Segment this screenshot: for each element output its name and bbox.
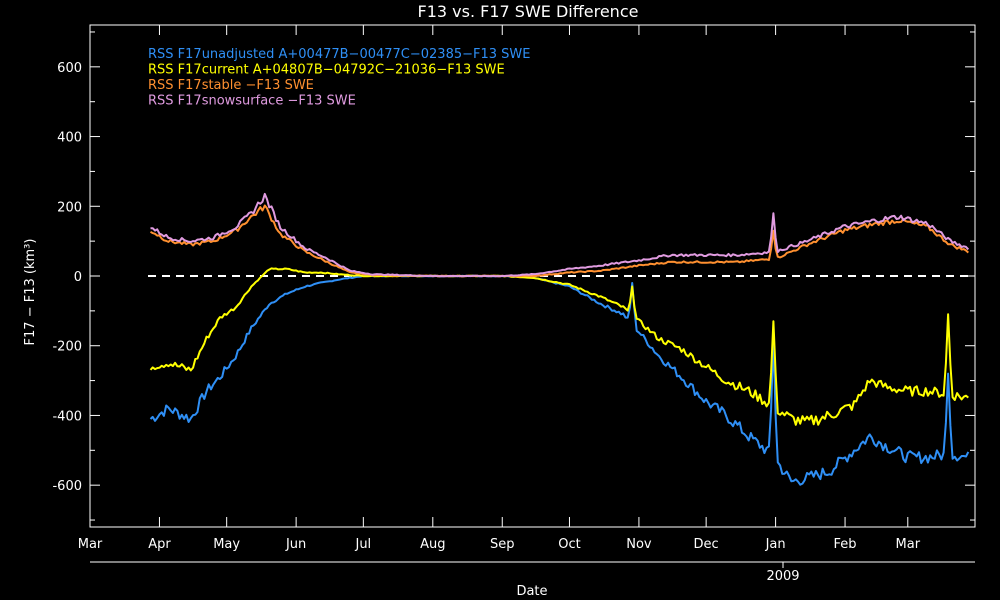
x-axis-label: Date [516,584,547,599]
x-tick-label: Aug [420,537,445,552]
y-tick-label: -400 [52,409,82,424]
x-tick-label: Nov [626,537,652,552]
y-axis-label: F17 − F13 (km³) [23,239,38,346]
series-line [149,204,969,278]
y-tick-label: -600 [52,479,82,494]
x-tick-label: Mar [896,537,921,552]
x-tick-label: May [213,537,240,552]
legend-entry: RSS F17stable −F13 SWE [148,78,314,93]
y-tick-label: 0 [74,270,82,285]
y-tick-label: 400 [57,131,82,146]
x-tick-label: Feb [834,537,857,552]
chart-title: F13 vs. F17 SWE Difference [418,2,639,21]
legend-entry: RSS F17current A+04807B−04792C−21036−F13… [148,63,505,78]
y-tick-label: -200 [52,340,82,355]
y-axis: -600 -400 -200 0 200 400 600 [52,31,975,521]
x-tick-label: Mar [78,537,103,552]
year-label: 2009 [766,569,799,584]
x-tick-label: Oct [558,537,580,552]
x-axis: Mar Apr May Jun Jul Aug Sep Oct Nov Dec Jan Feb Mar [78,25,921,552]
x-tick-label: Jul [354,537,371,552]
legend: RSS F17unadjusted A+00477B−00477C−02385−… [148,47,530,109]
x-tick-label: Dec [694,537,719,552]
x-tick-label: Jun [285,537,306,552]
series-line [149,274,970,486]
series-layer [149,192,970,486]
legend-entry: RSS F17unadjusted A+00477B−00477C−02385−… [148,47,530,62]
y-tick-label: 200 [57,200,82,215]
y-tick-label: 600 [57,61,82,76]
series-line [150,192,970,278]
x-tick-label: Jan [765,537,786,552]
x-tick-label: Sep [490,537,515,552]
x-tick-label: Apr [148,537,171,552]
legend-entry: RSS F17snowsurface −F13 SWE [148,94,356,109]
series-line [149,267,969,426]
